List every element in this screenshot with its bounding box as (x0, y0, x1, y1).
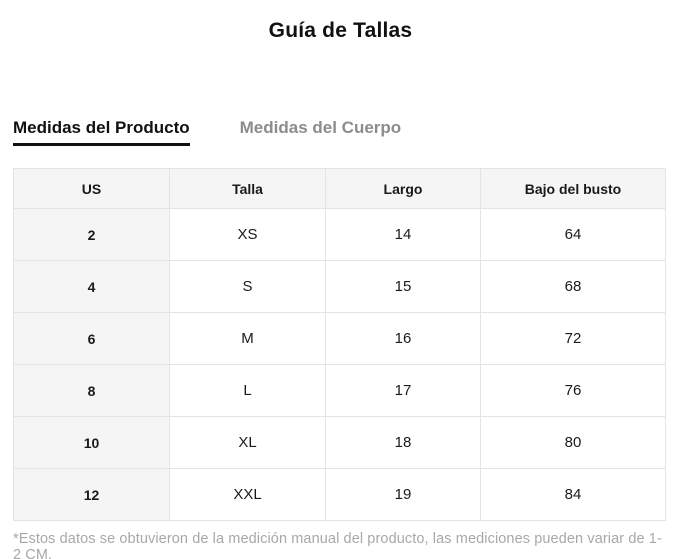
cell-bajo-del-busto: 64 (480, 208, 666, 261)
cell-talla: XL (169, 416, 326, 469)
column-header-bajo-del-busto: Bajo del busto (480, 168, 666, 209)
table-row: 8 L 17 76 (13, 364, 666, 417)
size-table-body: 2 XS 14 64 4 S 15 68 6 M 16 72 8 L 17 76… (13, 208, 666, 521)
cell-largo: 14 (325, 208, 481, 261)
cell-talla: L (169, 364, 326, 417)
column-header-largo: Largo (325, 168, 481, 209)
cell-largo: 15 (325, 260, 481, 313)
cell-talla: M (169, 312, 326, 365)
cell-bajo-del-busto: 76 (480, 364, 666, 417)
table-row: 12 XXL 19 84 (13, 468, 666, 521)
table-row: 4 S 15 68 (13, 260, 666, 313)
cell-bajo-del-busto: 84 (480, 468, 666, 521)
cell-bajo-del-busto: 72 (480, 312, 666, 365)
cell-largo: 18 (325, 416, 481, 469)
cell-talla: XS (169, 208, 326, 261)
table-row: 10 XL 18 80 (13, 416, 666, 469)
cell-us: 6 (13, 312, 170, 365)
cell-us: 10 (13, 416, 170, 469)
tab-bar: Medidas del Producto Medidas del Cuerpo (13, 118, 668, 146)
cell-talla: XXL (169, 468, 326, 521)
cell-largo: 17 (325, 364, 481, 417)
page-title: Guía de Tallas (268, 19, 413, 42)
cell-us: 4 (13, 260, 170, 313)
tab-medidas-del-producto[interactable]: Medidas del Producto (13, 118, 190, 146)
cell-bajo-del-busto: 68 (480, 260, 666, 313)
table-header-row: US Talla Largo Bajo del busto (13, 168, 666, 209)
cell-largo: 19 (325, 468, 481, 521)
cell-talla: S (169, 260, 326, 313)
cell-us: 12 (13, 468, 170, 521)
cell-largo: 16 (325, 312, 481, 365)
tab-medidas-del-cuerpo[interactable]: Medidas del Cuerpo (239, 118, 402, 137)
cell-us: 2 (13, 208, 170, 261)
measurement-disclaimer: *Estos datos se obtuvieron de la medició… (13, 531, 662, 559)
column-header-talla: Talla (169, 168, 326, 209)
size-table-header: US Talla Largo Bajo del busto (13, 168, 666, 209)
cell-bajo-del-busto: 80 (480, 416, 666, 469)
size-table: US Talla Largo Bajo del busto 2 XS 14 64… (13, 168, 666, 521)
column-header-us: US (13, 168, 170, 209)
table-row: 6 M 16 72 (13, 312, 666, 365)
cell-us: 8 (13, 364, 170, 417)
table-row: 2 XS 14 64 (13, 208, 666, 261)
